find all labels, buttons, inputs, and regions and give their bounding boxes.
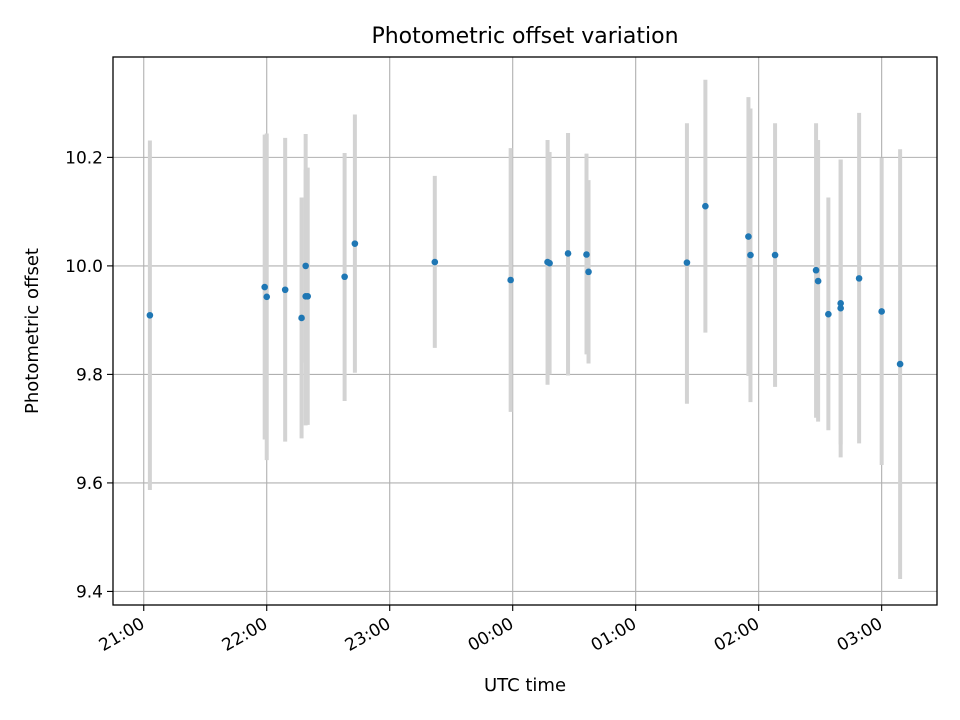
data-point — [747, 251, 754, 259]
data-point — [261, 283, 268, 291]
data-point — [507, 276, 514, 284]
chart-title: Photometric offset variation — [371, 24, 678, 49]
data-point — [896, 360, 904, 368]
y-tick-label: 9.6 — [76, 474, 103, 494]
data-point — [771, 251, 779, 259]
data-point — [825, 310, 832, 318]
data-point — [302, 262, 309, 270]
data-points — [146, 202, 904, 368]
data-point — [281, 286, 289, 294]
data-point — [837, 304, 844, 312]
y-axis-ticks: 9.4 9.6 9.8 10.0 10.2 — [65, 148, 113, 602]
data-point — [878, 308, 885, 315]
y-tick-label: 10.2 — [65, 148, 103, 168]
plot-frame — [112, 56, 938, 606]
data-point — [263, 293, 271, 301]
y-tick-label: 10.0 — [65, 257, 103, 277]
data-point — [855, 275, 863, 282]
data-point — [546, 259, 553, 267]
x-axis-label: UTC time — [484, 675, 566, 696]
data-point — [146, 311, 154, 319]
data-point — [351, 240, 359, 247]
data-point — [683, 259, 691, 266]
y-tick-label: 9.4 — [76, 582, 103, 602]
data-point — [302, 292, 309, 300]
data-point — [702, 202, 709, 210]
y-tick-label: 9.8 — [76, 365, 103, 385]
data-point — [585, 268, 592, 276]
data-point — [837, 300, 844, 307]
data-point — [583, 251, 590, 258]
data-point — [341, 273, 348, 281]
data-point — [814, 277, 822, 285]
data-point — [298, 314, 305, 322]
data-point — [564, 250, 572, 257]
data-point — [431, 258, 439, 266]
data-point — [812, 266, 820, 274]
y-axis-label: Photometric offset — [22, 248, 43, 414]
data-point — [745, 233, 752, 240]
